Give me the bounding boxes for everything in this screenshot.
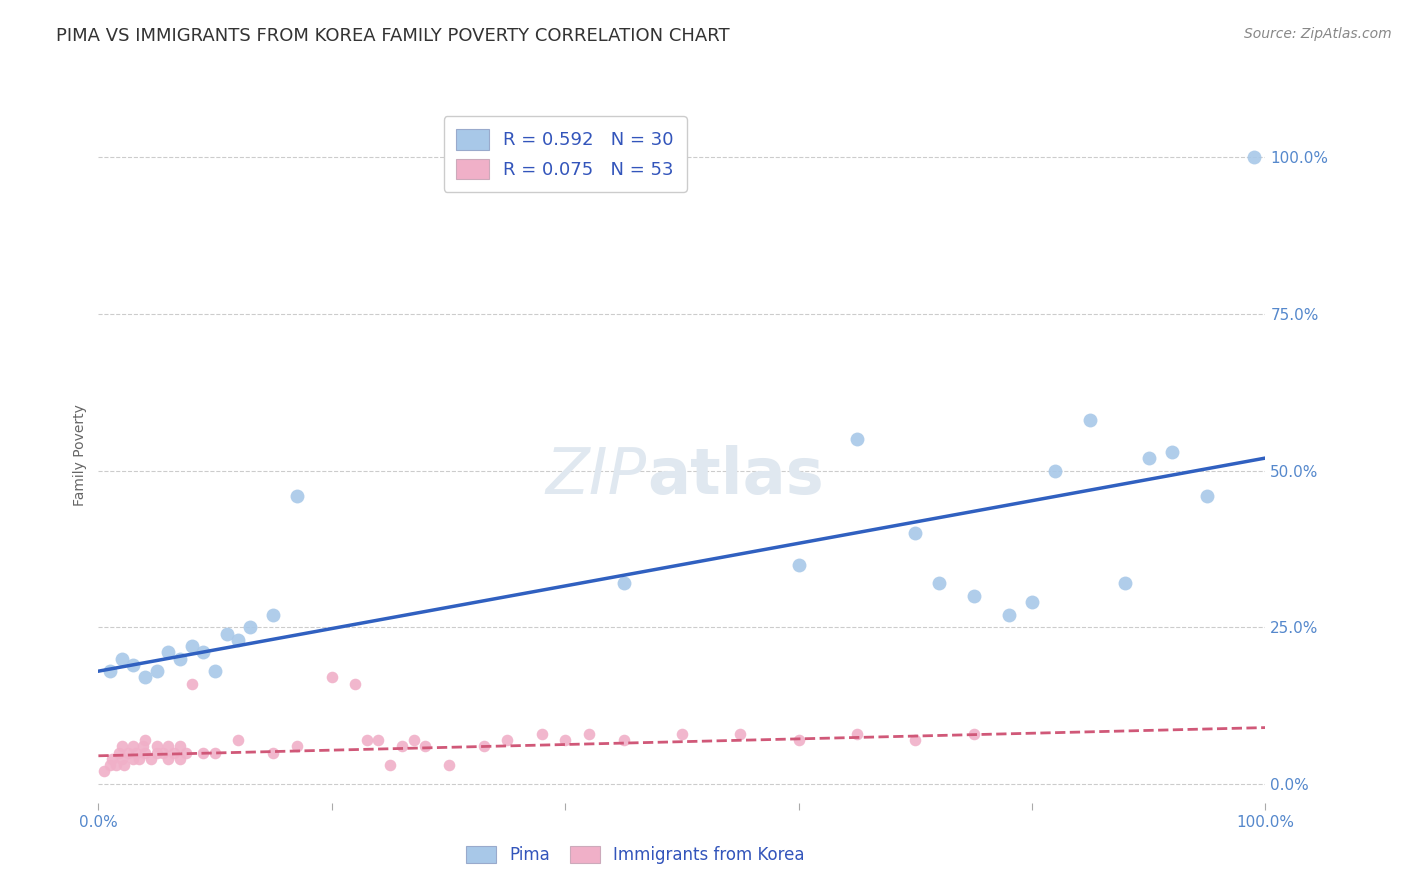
Point: [1114, 576, 1136, 591]
Point: [122, 752, 145, 766]
Point: [239, 620, 262, 634]
Point: [1195, 489, 1218, 503]
Point: [472, 739, 495, 754]
Point: [169, 739, 191, 754]
Point: [98, 664, 121, 678]
Point: [904, 733, 927, 747]
Point: [962, 589, 984, 603]
Point: [204, 746, 226, 760]
Point: [134, 733, 156, 747]
Point: [215, 626, 238, 640]
Point: [285, 739, 308, 754]
Point: [157, 645, 180, 659]
Point: [117, 746, 139, 760]
Point: [321, 670, 343, 684]
Point: [122, 657, 145, 672]
Point: [578, 727, 600, 741]
Point: [134, 746, 156, 760]
Point: [845, 432, 868, 446]
Point: [928, 576, 950, 591]
Point: [169, 752, 191, 766]
Point: [132, 739, 155, 754]
Point: [93, 764, 115, 779]
Point: [157, 752, 180, 766]
Point: [193, 746, 215, 760]
Point: [787, 733, 810, 747]
Point: [193, 645, 215, 659]
Point: [112, 758, 135, 772]
Point: [1137, 451, 1160, 466]
Point: [845, 727, 868, 741]
Point: [367, 733, 389, 747]
Point: [262, 746, 284, 760]
Point: [787, 558, 810, 572]
Y-axis label: Family Poverty: Family Poverty: [73, 404, 87, 506]
Point: [554, 733, 576, 747]
Point: [904, 526, 927, 541]
Point: [612, 576, 634, 591]
Point: [437, 758, 460, 772]
Point: [128, 752, 150, 766]
Point: [356, 733, 378, 747]
Point: [1243, 150, 1265, 164]
Point: [157, 739, 180, 754]
Point: [180, 639, 202, 653]
Point: [174, 746, 197, 760]
Point: [1080, 413, 1102, 427]
Text: atlas: atlas: [647, 445, 824, 507]
Point: [204, 664, 226, 678]
Point: [730, 727, 752, 741]
Text: PIMA VS IMMIGRANTS FROM KOREA FAMILY POVERTY CORRELATION CHART: PIMA VS IMMIGRANTS FROM KOREA FAMILY POV…: [56, 27, 730, 45]
Point: [344, 676, 367, 690]
Point: [139, 752, 162, 766]
Point: [997, 607, 1019, 622]
Text: ZIP: ZIP: [546, 445, 647, 507]
Point: [285, 489, 308, 503]
Point: [1021, 595, 1043, 609]
Point: [111, 651, 134, 665]
Point: [122, 739, 145, 754]
Point: [1161, 444, 1184, 458]
Point: [146, 664, 169, 678]
Point: [228, 632, 250, 647]
Point: [169, 651, 191, 665]
Point: [228, 733, 250, 747]
Point: [98, 758, 121, 772]
Point: [146, 739, 169, 754]
Point: [262, 607, 284, 622]
Text: Source: ZipAtlas.com: Source: ZipAtlas.com: [1244, 27, 1392, 41]
Point: [104, 758, 127, 772]
Point: [413, 739, 436, 754]
Point: [152, 746, 174, 760]
Point: [146, 746, 169, 760]
Point: [391, 739, 413, 754]
Point: [163, 746, 186, 760]
Point: [111, 752, 134, 766]
Point: [962, 727, 984, 741]
Point: [612, 733, 634, 747]
Point: [378, 758, 402, 772]
Point: [111, 739, 134, 754]
Point: [530, 727, 553, 741]
Point: [671, 727, 693, 741]
Point: [495, 733, 517, 747]
Point: [1045, 464, 1067, 478]
Point: [180, 676, 202, 690]
Point: [125, 746, 148, 760]
Point: [134, 670, 156, 684]
Legend: Pima, Immigrants from Korea: Pima, Immigrants from Korea: [460, 839, 811, 871]
Point: [108, 746, 131, 760]
Point: [402, 733, 425, 747]
Point: [101, 752, 124, 766]
